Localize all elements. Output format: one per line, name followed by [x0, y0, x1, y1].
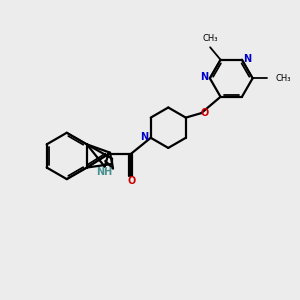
Text: CH₃: CH₃ — [202, 34, 218, 43]
Text: N: N — [243, 53, 251, 64]
Text: O: O — [201, 108, 209, 118]
Text: O: O — [127, 176, 135, 186]
Text: CH₃: CH₃ — [275, 74, 291, 83]
Text: N: N — [140, 132, 148, 142]
Text: NH: NH — [96, 167, 112, 177]
Text: N: N — [200, 72, 208, 82]
